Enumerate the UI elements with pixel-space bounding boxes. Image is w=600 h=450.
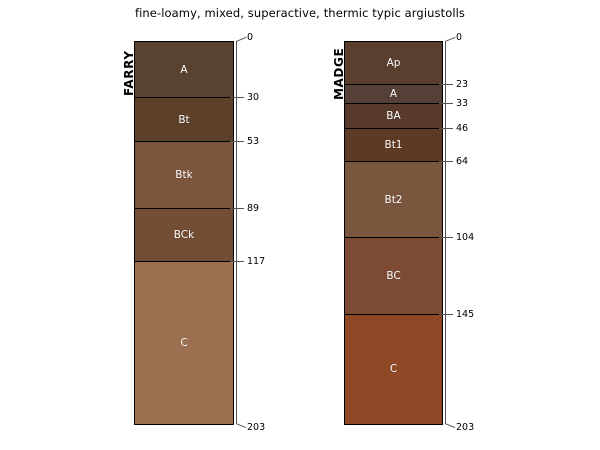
horizon-label: Bt2 <box>384 193 403 206</box>
depth-tick-mark <box>230 140 244 142</box>
horizon-label: Btk <box>175 169 193 182</box>
depth-tick-label: 30 <box>247 92 260 104</box>
horizon-c[interactable]: C <box>345 314 442 424</box>
depth-tick-label: 89 <box>247 203 260 215</box>
horizon-a[interactable]: A <box>345 85 442 105</box>
depth-tick-mark <box>439 161 453 163</box>
depth-tick-mark <box>230 261 244 263</box>
depth-axis-line <box>445 41 446 423</box>
horizon-a[interactable]: A <box>135 42 233 99</box>
depth-tick-mark <box>445 36 456 42</box>
horizon-c[interactable]: C <box>135 262 233 424</box>
horizon-label: Ap <box>386 57 401 70</box>
depth-tick-label: 104 <box>456 231 475 243</box>
depth-tick-label: 53 <box>247 135 260 147</box>
depth-tick-mark <box>236 36 247 42</box>
depth-tick-label: 117 <box>247 256 266 268</box>
horizon-label: BCk <box>173 229 195 242</box>
depth-tick-mark <box>439 127 453 129</box>
horizon-bt1[interactable]: Bt1 <box>345 128 442 163</box>
depth-tick-label: 33 <box>456 98 469 110</box>
depth-tick-label: 0 <box>456 32 463 43</box>
horizon-bck[interactable]: BCk <box>135 209 233 263</box>
horizon-btk[interactable]: Btk <box>135 141 233 210</box>
horizon-bc[interactable]: BC <box>345 237 442 315</box>
profile-column: A Bt Btk BCk C <box>134 41 234 425</box>
horizon-label: BC <box>386 269 401 282</box>
horizon-label: C <box>180 337 188 350</box>
depth-tick-mark <box>439 313 453 315</box>
depth-tick-label: 203 <box>456 422 475 433</box>
depth-tick-label: 23 <box>456 79 469 91</box>
depth-tick-label: 145 <box>456 308 475 320</box>
depth-tick-mark <box>439 236 453 238</box>
horizon-ap[interactable]: Ap <box>345 42 442 86</box>
depth-tick-label: 0 <box>247 32 254 43</box>
profile-column: Ap A BA Bt1 Bt2 BC C <box>344 41 443 425</box>
horizon-label: A <box>389 88 398 101</box>
depth-tick-label: 46 <box>456 122 469 134</box>
horizon-label: A <box>180 63 188 76</box>
depth-tick-mark <box>230 97 244 99</box>
horizon-label: C <box>389 363 398 376</box>
horizon-ba[interactable]: BA <box>345 104 442 129</box>
depth-tick-mark <box>235 423 247 429</box>
depth-tick-label: 64 <box>456 156 469 168</box>
horizon-label: Bt1 <box>384 138 403 151</box>
horizon-bt[interactable]: Bt <box>135 98 233 142</box>
horizon-bt2[interactable]: Bt2 <box>345 162 442 238</box>
depth-tick-mark <box>439 103 453 105</box>
depth-tick-label: 203 <box>247 422 266 433</box>
depth-tick-mark <box>444 423 456 429</box>
depth-tick-mark <box>230 208 244 210</box>
horizon-label: Bt <box>178 113 190 126</box>
chart-title: fine-loamy, mixed, superactive, thermic … <box>134 6 466 20</box>
depth-axis-line <box>236 41 237 423</box>
horizon-label: BA <box>386 109 401 122</box>
depth-tick-mark <box>439 84 453 86</box>
